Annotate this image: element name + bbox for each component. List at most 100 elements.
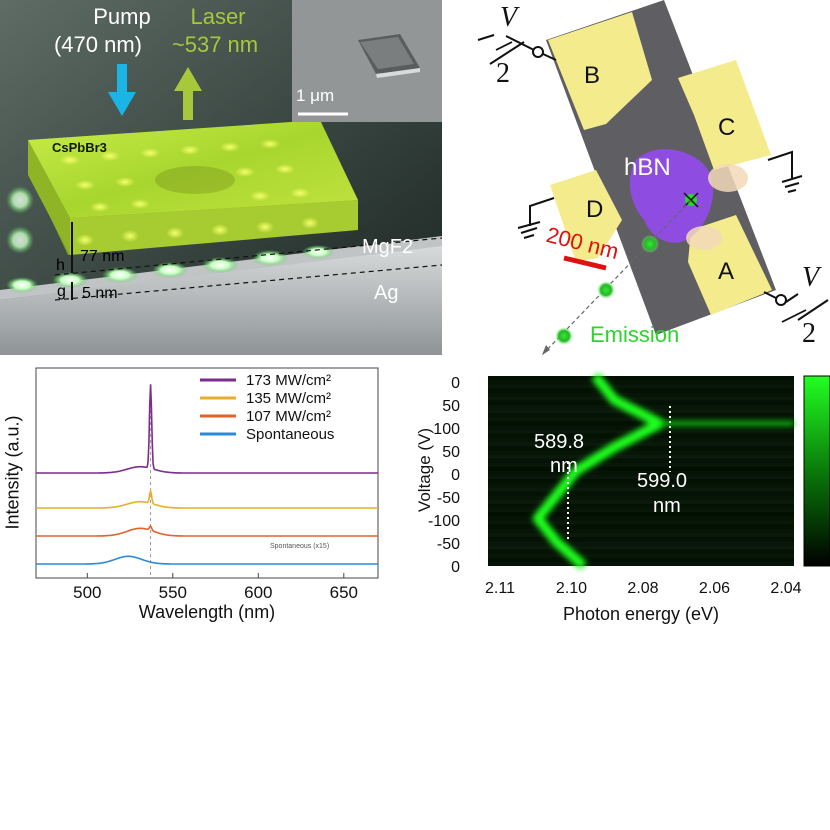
heatmap-x-tick-label: 2.08 <box>627 580 658 597</box>
electrode-c <box>678 60 771 170</box>
emission-dot <box>555 327 573 345</box>
spectra-chart-panel: 500 550 600 650 173 MW/cm² 135 MW/cm² 107 MW/… <box>0 362 400 632</box>
electrode-b <box>548 12 652 130</box>
heatmap-x-tick-label: 2.10 <box>556 580 587 597</box>
electrode-d-label: D <box>586 196 604 223</box>
laser-arrow-icon <box>174 67 202 120</box>
heatmap-y-tick-label: 0 <box>451 375 460 392</box>
x-tick-label: 650 <box>330 583 358 602</box>
heatmap-row <box>488 495 794 500</box>
heatmap-y-label: Voltage (V) <box>415 427 434 513</box>
hbn-flake <box>629 149 714 243</box>
heatmap-row <box>488 512 794 517</box>
heatmap-y-tick-label: -50 <box>437 490 460 507</box>
voltage-heatmap: 2.11 2.10 2.08 2.06 2.04 0 50 100 50 0 -50 -100 -50 0 <box>428 372 830 597</box>
heatmap-y-tick-label: 50 <box>442 444 460 461</box>
device-schematic-panel: Pump (470 nm) Laser ~537 nm 1 μm CsPbBr3… <box>0 0 442 355</box>
laser-label-line2: ~537 nm <box>171 32 259 57</box>
legend-label: Spontaneous <box>246 426 334 443</box>
substrate-label: Ag <box>374 282 399 304</box>
heatmap-row <box>488 524 794 529</box>
heatmap-ridge <box>532 372 666 570</box>
heatmap-row <box>488 458 794 463</box>
legend-label: 107 MW/cm² <box>246 408 331 425</box>
g-label: g <box>57 283 66 300</box>
device-schematic <box>0 0 442 355</box>
x-tick-label: 600 <box>244 583 272 602</box>
voltage-top-denominator: 2 <box>496 58 510 89</box>
heatmap-row <box>488 462 794 467</box>
spectrum-line <box>36 524 378 537</box>
inset-scale-label: 1 μm <box>296 86 335 105</box>
heatmap-row <box>488 557 794 562</box>
h-label: h <box>56 257 65 274</box>
heatmap-row <box>488 388 794 393</box>
heatmap-row <box>488 487 794 492</box>
heatmap-row <box>488 425 794 430</box>
voltage-bottom-numerator: V <box>802 262 820 293</box>
heatmap-row <box>488 545 794 550</box>
pump-label-line2: (470 nm) <box>53 32 143 57</box>
heatmap-row <box>488 549 794 554</box>
electrode-b-label: B <box>584 62 601 89</box>
heatmap-row <box>488 520 794 525</box>
heatmap-x-label: Photon energy (eV) <box>562 604 720 624</box>
hbn-label: hBN <box>624 154 671 181</box>
heatmap-row <box>488 384 794 389</box>
heatmap-y-tick-label: 100 <box>433 421 460 438</box>
x-tick-label: 500 <box>73 583 101 602</box>
legend-label: 135 MW/cm² <box>246 390 331 407</box>
heatmap-y-tick-label: -100 <box>428 513 460 530</box>
spacer-label: MgF2 <box>362 236 414 258</box>
heatmap-row <box>488 553 794 558</box>
heatmap-row <box>488 442 794 447</box>
gap-emission-glow <box>6 186 334 293</box>
pump-label-line1: Pump <box>93 4 151 29</box>
heatmap-row <box>488 471 794 476</box>
pump-arrow-icon <box>108 64 136 116</box>
terminal-icon <box>763 291 807 323</box>
annotation-589-line1: 589.8 <box>534 431 585 453</box>
electrode-a-label: A <box>718 258 735 285</box>
crystal-label: CsPbBr3 <box>52 140 107 155</box>
terminal-icon <box>477 34 557 61</box>
laser-label-line1: Laser <box>190 4 246 29</box>
heatmap-y-tick-label: 0 <box>451 467 460 484</box>
x-tick-label: 550 <box>159 583 187 602</box>
heatmap-row <box>488 532 794 538</box>
annotation-599-line1: 599.0 <box>637 470 688 492</box>
heatmap-row <box>488 392 794 397</box>
heatmap-row <box>488 483 794 488</box>
heatmap-y-tick-label: 50 <box>442 398 460 415</box>
electrode-device <box>477 0 807 356</box>
voltage-top-numerator: V <box>500 2 518 33</box>
heatmap-row <box>488 437 794 443</box>
ag-substrate <box>0 245 442 355</box>
heatmap-row <box>488 504 794 509</box>
electrode-device-panel: V 2 B C D A hBN 200 nm Emission V 2 <box>446 0 830 360</box>
heatmap-panel: 2.11 2.10 2.08 2.06 2.04 0 50 100 50 0 -50 -100 -50 0… <box>400 362 830 632</box>
y-axis-label: Intensity (a.u.) <box>2 415 23 530</box>
heatmap-row <box>488 516 794 521</box>
x-axis-label: Wavelength (nm) <box>138 602 276 622</box>
emission-dot <box>597 281 615 299</box>
heatmap-row <box>488 528 794 533</box>
heatmap-x-tick-label: 2.04 <box>770 580 801 597</box>
heatmap-row <box>488 400 794 405</box>
spectrum-line <box>36 555 378 565</box>
heatmap-row <box>488 454 794 459</box>
h-value: 77 nm <box>80 248 125 265</box>
heatmap-row <box>488 561 794 566</box>
colorbar <box>803 375 830 567</box>
heatmap-row <box>488 446 794 451</box>
voltage-bottom-denominator: 2 <box>802 318 816 349</box>
annotation-589-line2: nm <box>550 455 578 477</box>
heatmap-row <box>488 499 794 505</box>
heatmap-row <box>488 417 794 422</box>
heatmap-row <box>488 421 794 426</box>
heatmap-x-tick-label: 2.11 <box>485 580 515 597</box>
heatmap-y-tick-label: 0 <box>451 559 460 576</box>
spontaneous-annotation: Spontaneous (x15) <box>270 543 330 550</box>
cspbbr3-crystal <box>28 120 358 255</box>
